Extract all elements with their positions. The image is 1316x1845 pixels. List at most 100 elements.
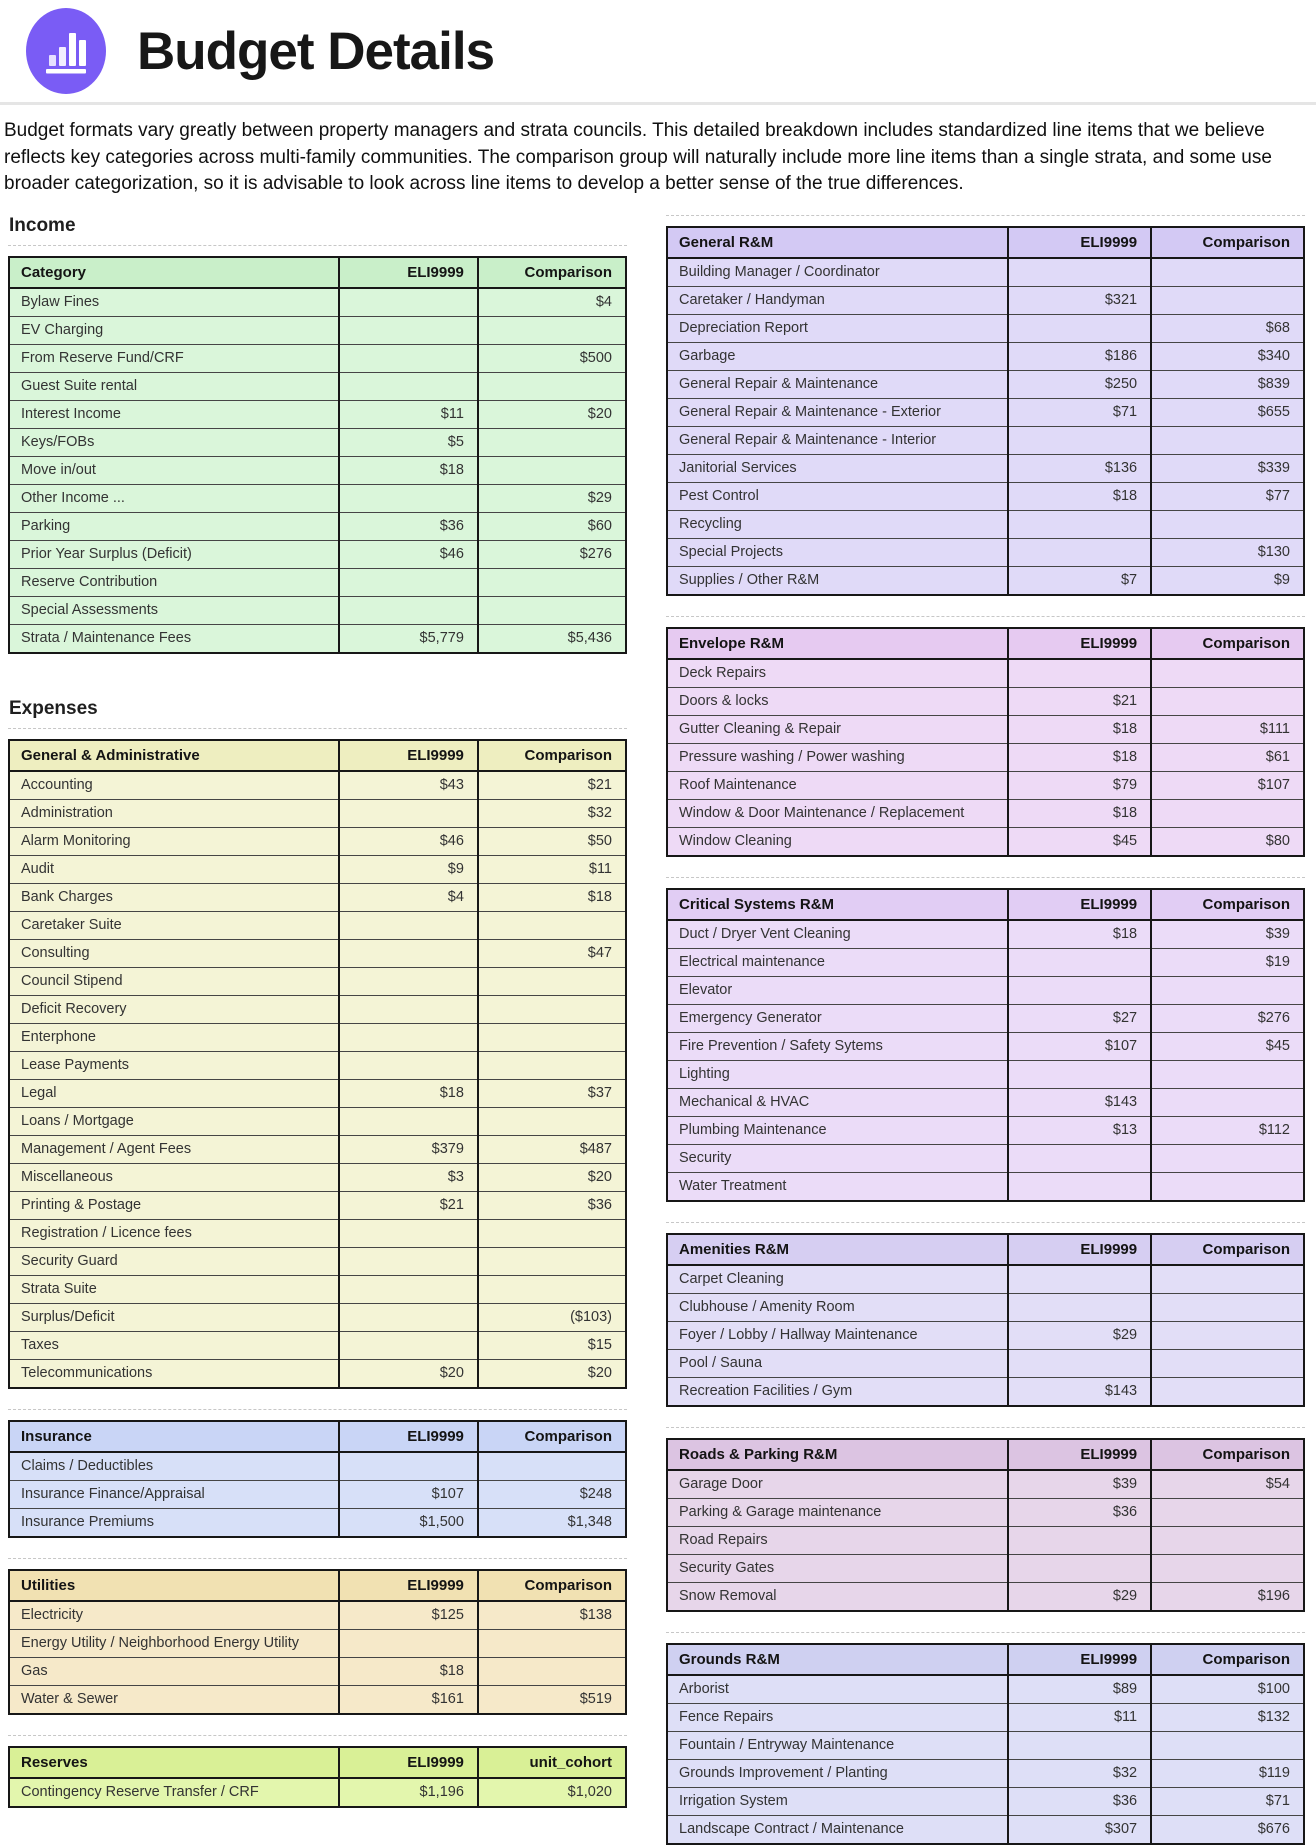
comparison-value	[476, 455, 627, 485]
eli9999-value	[338, 371, 479, 401]
row-label: Pest Control	[666, 481, 1009, 511]
eli9999-value: $186	[1006, 341, 1152, 371]
table-row: Special Assessments	[8, 595, 627, 625]
table-header-row: Envelope R&M ELI9999 Comparison	[666, 627, 1305, 660]
table-envelope_rm: Envelope R&M ELI9999 Comparison Deck Repair…	[666, 626, 1305, 857]
table-header-row: Critical Systems R&M ELI9999 Comparison	[666, 888, 1305, 921]
comparison-value	[1150, 975, 1305, 1005]
comparison-value	[1150, 798, 1305, 828]
comparison-value: $61	[1150, 742, 1305, 772]
comparison-value: $68	[1150, 313, 1305, 343]
eli9999-value: $32	[1006, 1758, 1152, 1788]
column-header-eli9999: ELI9999	[1006, 1438, 1152, 1471]
table-row: Reserve Contribution	[8, 567, 627, 597]
row-label: General Repair & Maintenance - Interior	[666, 425, 1009, 455]
intro-text: Budget formats vary greatly between prop…	[4, 120, 1272, 194]
table-title: Amenities R&M	[666, 1233, 1009, 1266]
table-row: Security Guard	[8, 1246, 627, 1276]
table-row: Accounting $43 $21	[8, 770, 627, 800]
eli9999-value	[1006, 1171, 1152, 1201]
table-income: Category ELI9999 Comparison Bylaw Fines $4 EV…	[8, 255, 627, 654]
row-label: Garage Door	[666, 1469, 1009, 1499]
table-row: Elevator	[666, 975, 1305, 1005]
row-label: Supplies / Other R&M	[666, 565, 1009, 595]
row-label: Loans / Mortgage	[8, 1106, 340, 1136]
table-row: Water Treatment	[666, 1171, 1305, 1201]
row-label: Caretaker / Handyman	[666, 285, 1009, 315]
dashed-separator	[8, 244, 627, 246]
table-general_rm: General R&M ELI9999 Comparison Building Man…	[666, 225, 1305, 596]
right-column: General R&M ELI9999 Comparison Building Man…	[666, 214, 1305, 1845]
row-label: EV Charging	[8, 315, 340, 345]
comparison-value: $130	[1150, 537, 1305, 567]
comparison-value: $50	[476, 826, 627, 856]
table-insurance: Insurance ELI9999 Comparison Claims / Deduc…	[8, 1419, 627, 1538]
comparison-value	[476, 1628, 627, 1658]
dashed-separator	[8, 727, 627, 729]
comparison-value: $9	[1150, 565, 1305, 595]
row-label: Fountain / Entryway Maintenance	[666, 1730, 1009, 1760]
row-label: Carpet Cleaning	[666, 1264, 1009, 1294]
table-row: General Repair & Maintenance $250 $839	[666, 369, 1305, 399]
comparison-value: $276	[476, 539, 627, 569]
eli9999-value	[1006, 425, 1152, 455]
row-label: Snow Removal	[666, 1581, 1009, 1611]
row-label: Irrigation System	[666, 1786, 1009, 1816]
table-row: Pool / Sauna	[666, 1348, 1305, 1378]
row-label: Strata Suite	[8, 1274, 340, 1304]
table-row: Garage Door $39 $54	[666, 1469, 1305, 1499]
eli9999-value	[338, 966, 479, 996]
comparison-value: $71	[1150, 1786, 1305, 1816]
row-label: Security	[666, 1143, 1009, 1173]
eli9999-value: $1,500	[338, 1507, 479, 1537]
table-row: Mechanical & HVAC $143	[666, 1087, 1305, 1117]
eli9999-value	[338, 287, 479, 317]
comparison-value	[1150, 1171, 1305, 1201]
row-label: Water & Sewer	[8, 1684, 340, 1714]
eli9999-value: $5	[338, 427, 479, 457]
table-row: Telecommunications $20 $20	[8, 1358, 627, 1388]
bar-chart-icon	[22, 7, 110, 95]
eli9999-value	[338, 1106, 479, 1136]
eli9999-value: $18	[338, 1656, 479, 1686]
eli9999-value: $125	[338, 1600, 479, 1630]
table-row: Landscape Contract / Maintenance $307 $676	[666, 1814, 1305, 1844]
table-block-critical_rm: Critical Systems R&M ELI9999 Comparison Duc…	[666, 876, 1305, 1202]
table-row: Alarm Monitoring $46 $50	[8, 826, 627, 856]
row-label: Keys/FOBs	[8, 427, 340, 457]
eli9999-value: $9	[338, 854, 479, 884]
eli9999-value: $36	[338, 511, 479, 541]
table-row: Guest Suite rental	[8, 371, 627, 401]
row-label: Foyer / Lobby / Hallway Maintenance	[666, 1320, 1009, 1350]
table-row: Lighting	[666, 1059, 1305, 1089]
row-label: Building Manager / Coordinator	[666, 257, 1009, 287]
column-header-eli9999: ELI9999	[1006, 1233, 1152, 1266]
table-row: Audit $9 $11	[8, 854, 627, 884]
eli9999-value: $18	[1006, 798, 1152, 828]
eli9999-value	[338, 1302, 479, 1332]
eli9999-value	[1006, 1143, 1152, 1173]
row-label: Water Treatment	[666, 1171, 1009, 1201]
table-row: Strata / Maintenance Fees $5,779 $5,436	[8, 623, 627, 653]
eli9999-value	[1006, 1059, 1152, 1089]
comparison-value: $111	[1150, 714, 1305, 744]
eli9999-value: $143	[1006, 1376, 1152, 1406]
comparison-value: $47	[476, 938, 627, 968]
table-row: Water & Sewer $161 $519	[8, 1684, 627, 1714]
comparison-value: $119	[1150, 1758, 1305, 1788]
eli9999-value	[1006, 257, 1152, 287]
comparison-value: $36	[476, 1190, 627, 1220]
eli9999-value: $18	[1006, 919, 1152, 949]
column-header-eli9999: ELI9999	[1006, 888, 1152, 921]
eli9999-value	[1006, 975, 1152, 1005]
row-label: Telecommunications	[8, 1358, 340, 1388]
eli9999-value: $29	[1006, 1581, 1152, 1611]
table-row: Interest Income $11 $20	[8, 399, 627, 429]
eli9999-value: $143	[1006, 1087, 1152, 1117]
table-header-row: General & Administrative ELI9999 Compariso…	[8, 739, 627, 772]
table-title: Utilities	[8, 1569, 340, 1602]
row-label: Insurance Finance/Appraisal	[8, 1479, 340, 1509]
table-header-row: General R&M ELI9999 Comparison	[666, 226, 1305, 259]
eli9999-value	[1006, 1553, 1152, 1583]
comparison-value: $340	[1150, 341, 1305, 371]
